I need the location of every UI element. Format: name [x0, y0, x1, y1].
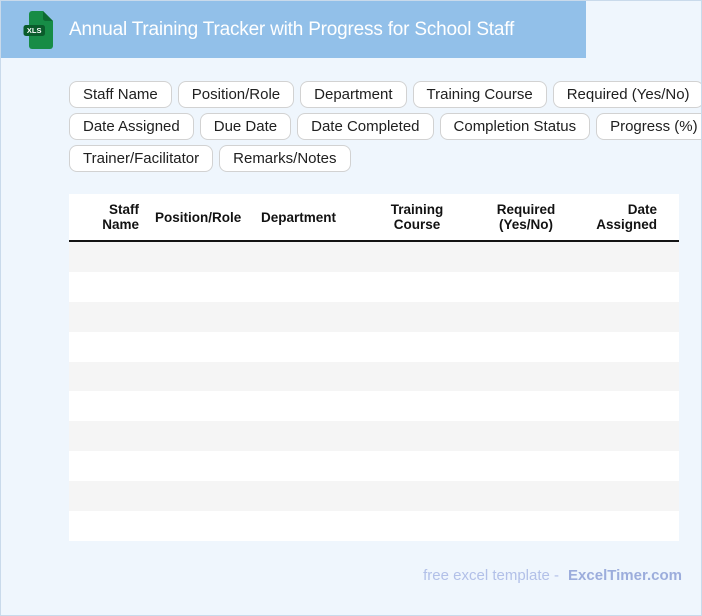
tracker-table: Staff Name Position/Role Department Trai… [69, 194, 679, 541]
table-body [69, 242, 679, 541]
table-row [69, 481, 679, 512]
chip-row-3: Trainer/Facilitator Remarks/Notes [69, 145, 689, 172]
column-header-department: Department [261, 209, 337, 225]
column-header-training-course: Training Course [390, 202, 444, 232]
xls-file-icon: XLS [23, 10, 53, 49]
chip-required-yes-no: Required (Yes/No) [552, 81, 701, 108]
table-row [69, 451, 679, 482]
chip-position-role: Position/Role [177, 81, 295, 108]
chip-row-1: Staff Name Position/Role Department Trai… [69, 81, 701, 108]
column-header-date-assigned: Date Assigned [596, 202, 657, 232]
footer-text: free excel template - [423, 567, 560, 584]
column-header-position-role: Position/Role [155, 209, 242, 225]
table-row [69, 361, 679, 392]
footer-brand-link[interactable]: ExcelTimer.com [568, 567, 682, 584]
chip-department: Department [300, 81, 407, 108]
table-header-row: Staff Name Position/Role Department Trai… [69, 194, 679, 242]
chip-date-assigned: Date Assigned [69, 113, 194, 140]
column-header-staff-name: Staff Name [102, 202, 139, 232]
chip-trainer-facilitator: Trainer/Facilitator [69, 145, 214, 172]
column-chip-list: Staff Name Position/Role Department Trai… [69, 81, 701, 177]
chip-due-date: Due Date [199, 113, 292, 140]
table-row [69, 242, 679, 272]
page-title: Annual Training Tracker with Progress fo… [69, 18, 515, 40]
table-row [69, 271, 679, 302]
chip-completion-status: Completion Status [439, 113, 591, 140]
table-row [69, 421, 679, 452]
chip-remarks-notes: Remarks/Notes [219, 145, 351, 172]
table-row [69, 391, 679, 422]
column-header-required-yes-no: Required (Yes/No) [496, 202, 556, 232]
chip-row-2: Date Assigned Due Date Date Completed Co… [69, 113, 701, 140]
xls-badge-label: XLS [27, 26, 42, 35]
header-bar: XLS Annual Training Tracker with Progres… [1, 1, 586, 58]
table-row [69, 331, 679, 362]
chip-staff-name: Staff Name [69, 81, 172, 108]
table-row [69, 301, 679, 332]
chip-progress-percent: Progress (%) [596, 113, 701, 140]
chip-training-course: Training Course [412, 81, 547, 108]
table-row [69, 511, 679, 541]
chip-date-completed: Date Completed [297, 113, 434, 140]
footer-credit: free excel template - ExcelTimer.com [423, 567, 682, 584]
